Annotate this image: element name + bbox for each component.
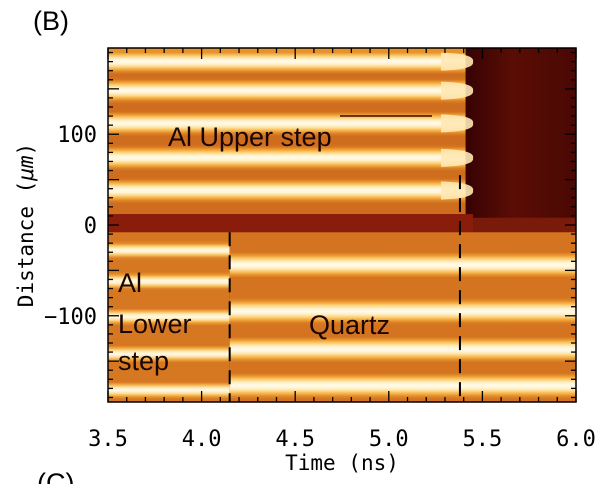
x-axis-ticks: 3.5 4.0 4.5 5.0 5.5 6.0 xyxy=(88,48,596,452)
x-tick-label: 6.0 xyxy=(556,427,596,452)
panel-label: (B) xyxy=(33,6,69,36)
x-tick-label: 5.5 xyxy=(463,427,503,452)
x-tick-label: 3.5 xyxy=(88,427,128,452)
fringe-end-2 xyxy=(441,114,474,133)
fringe-end-4 xyxy=(441,181,474,200)
lower-step-region xyxy=(108,232,230,402)
interface-band xyxy=(108,214,474,233)
quartz-region xyxy=(229,232,576,402)
x-tick-label: 4.0 xyxy=(182,427,222,452)
y-axis-label-unit: μm xyxy=(14,155,38,182)
y-axis-label-text: Distance ( xyxy=(14,181,38,307)
y-tick-label: 0 xyxy=(84,214,97,239)
annotation-quartz: Quartz xyxy=(309,310,390,340)
heatmap-plot xyxy=(108,48,576,402)
next-panel-label: (C) xyxy=(37,468,74,484)
post-breakout-dark-region xyxy=(465,48,576,218)
y-axis-ticks: 100 0 −100 xyxy=(44,51,576,399)
annotation-lower-word: Lower xyxy=(118,309,192,339)
fringe-shifts xyxy=(441,52,474,200)
x-axis-label: Time (ns) xyxy=(285,451,399,475)
upper-step-region xyxy=(108,48,474,215)
annotation-lower-step: step xyxy=(118,346,169,376)
annotation-lower-al: Al xyxy=(118,268,142,298)
x-tick-label: 4.5 xyxy=(275,427,315,452)
x-tick-label: 5.0 xyxy=(369,427,409,452)
y-axis-label: Distance (μm) xyxy=(14,143,38,307)
y-axis-label-close: ) xyxy=(14,143,38,156)
annotation-upper-step: Al Upper step xyxy=(168,122,332,152)
fringe-end-1 xyxy=(441,81,474,100)
dashed-lines xyxy=(228,175,461,402)
y-tick-label: 100 xyxy=(57,123,97,148)
fringe-end-3 xyxy=(441,148,474,167)
y-tick-label: −100 xyxy=(44,305,97,330)
fringe-end-0 xyxy=(441,52,474,71)
